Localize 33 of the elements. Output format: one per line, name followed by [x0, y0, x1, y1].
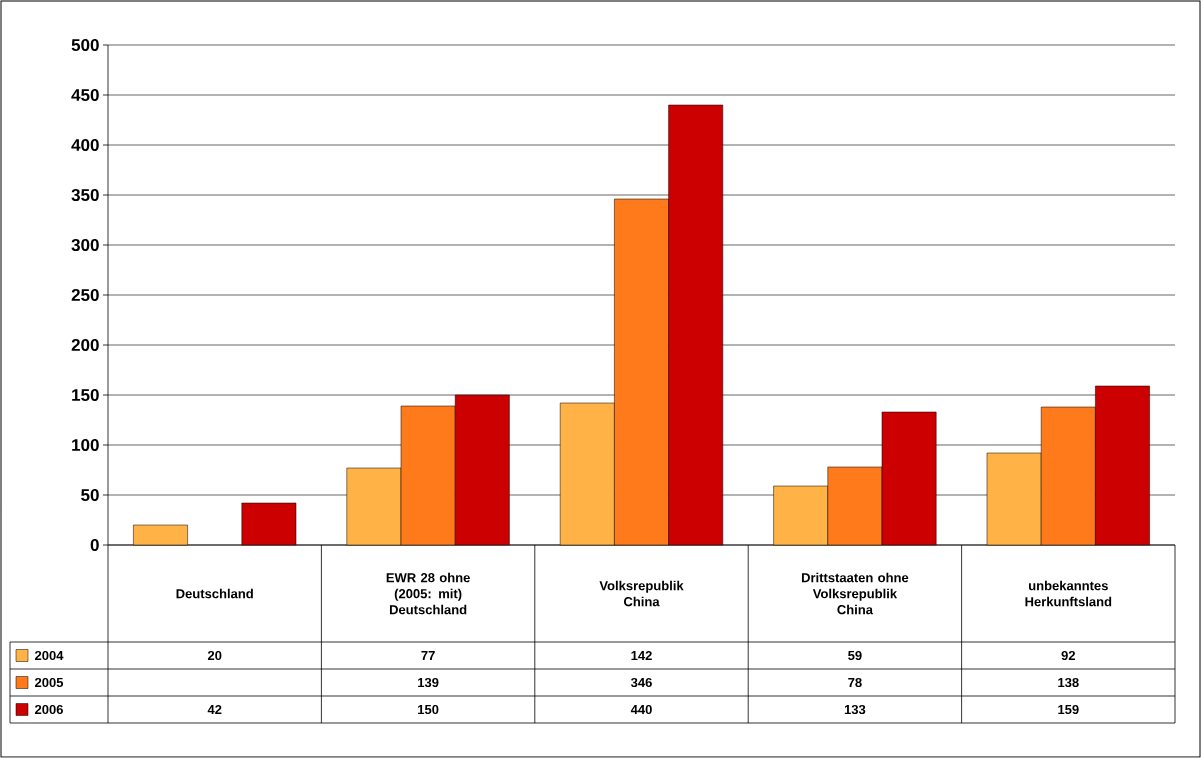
x-tick-label: unbekanntes Herkunftsland — [1025, 580, 1112, 607]
y-tick-label: 50 — [81, 488, 99, 502]
data-label: 133 — [844, 704, 866, 715]
data-label: 139 — [418, 677, 439, 688]
data-label: 142 — [631, 650, 652, 661]
legend-label: 2005 — [34, 677, 64, 688]
data-label: 20 — [207, 650, 222, 661]
x-tick-label: Drittstaaten ohne Volksrepublik China — [801, 572, 909, 615]
y-tick-label: 0 — [90, 538, 99, 552]
y-tick-label: 500 — [71, 38, 99, 52]
y-tick-label: 150 — [72, 388, 99, 402]
y-tick-label: 100 — [72, 438, 99, 452]
legend-label: 2006 — [34, 704, 63, 715]
data-label: 150 — [418, 704, 439, 715]
y-tick-label: 300 — [71, 238, 99, 252]
y-tick-label: 350 — [71, 188, 99, 202]
data-label: 59 — [848, 650, 862, 661]
y-tick-label: 450 — [71, 88, 99, 102]
x-tick-label: Deutschland — [176, 588, 253, 599]
data-label: 346 — [630, 677, 652, 688]
data-label: 77 — [421, 651, 435, 660]
y-tick-label: 400 — [71, 138, 99, 152]
data-label: 138 — [1058, 677, 1079, 688]
legend-label: 2004 — [34, 650, 64, 661]
x-tick-label: Volksrepublik China — [599, 580, 684, 607]
y-tick-label: 200 — [71, 338, 99, 352]
data-label: 440 — [630, 704, 652, 715]
x-tick-label: EWR 28 ohne (2005: mit) Deutschland — [386, 572, 470, 615]
data-label: 159 — [1058, 704, 1079, 715]
data-label: 92 — [1061, 650, 1076, 661]
data-label: 42 — [207, 704, 222, 715]
data-label: 78 — [848, 677, 862, 688]
y-tick-label: 250 — [71, 288, 99, 302]
